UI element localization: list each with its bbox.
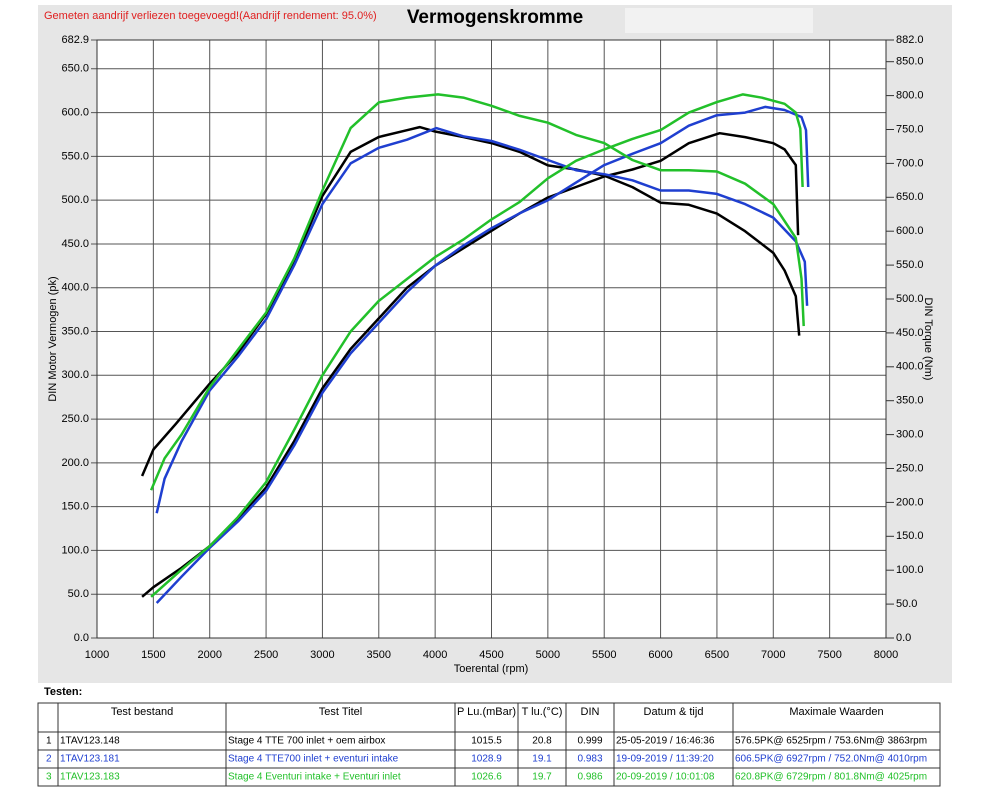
- table-cell: 576.5PK@ 6525rpm / 753.6Nm@ 3863rpm: [735, 736, 927, 747]
- y-axis-label: DIN Motor Vermogen (pk): [47, 276, 59, 401]
- y-tick-label: 450.0: [61, 238, 89, 250]
- y2-tick-label: 550.0: [896, 259, 924, 271]
- y-tick-label: 500.0: [61, 194, 89, 206]
- y2-tick-label: 400.0: [896, 361, 924, 373]
- table-cell: 19.7: [532, 772, 552, 783]
- table-title: Testen:: [44, 686, 82, 698]
- table-cell: 1: [46, 736, 52, 747]
- y2-tick-label: 450.0: [896, 327, 924, 339]
- table-cell: Stage 4 Eventuri intake + Eventuri inlet: [228, 772, 401, 783]
- y2-tick-label: 300.0: [896, 429, 924, 441]
- y2-tick-label: 350.0: [896, 395, 924, 407]
- table-cell: 606.5PK@ 6927rpm / 752.0Nm@ 4010rpm: [735, 754, 927, 765]
- chart-title: Vermogenskromme: [407, 7, 583, 28]
- table-cell: 1026.6: [471, 772, 502, 783]
- y2-tick-label: 100.0: [896, 564, 924, 576]
- table-cell: 2: [46, 754, 52, 765]
- x-tick-label: 1500: [141, 649, 165, 661]
- table-cell: 19.1: [532, 754, 552, 765]
- y-tick-label: 200.0: [61, 457, 89, 469]
- y2-tick-label: 500.0: [896, 293, 924, 305]
- curve: [140, 125, 801, 477]
- y2-tick-label: 200.0: [896, 496, 924, 508]
- curve: [155, 105, 810, 604]
- y-tick-label: 650.0: [61, 63, 89, 75]
- x-tick-label: 6500: [705, 649, 729, 661]
- table-header: Datum & tijd: [644, 706, 704, 718]
- x-tick-label: 8000: [874, 649, 898, 661]
- table-cell: 20.8: [532, 736, 552, 747]
- table-cell: Stage 4 TTE700 inlet + eventuri intake: [228, 754, 399, 765]
- plot: 1000 1500 2000 2500 3000 3500 4000 4500 5000 5500…: [61, 34, 923, 661]
- x-tick-label: 5500: [592, 649, 616, 661]
- x-tick-label: 4000: [423, 649, 447, 661]
- table-cell: 20-09-2019 / 10:01:08: [616, 772, 715, 783]
- table-cell: 620.8PK@ 6729rpm / 801.8Nm@ 4025rpm: [735, 772, 927, 783]
- x-tick-label: 6000: [648, 649, 672, 661]
- table-cell: 19-09-2019 / 11:39:20: [616, 754, 714, 765]
- table-cell: 0.986: [577, 772, 602, 783]
- x-tick-label: 2500: [254, 649, 278, 661]
- x-tick-label: 4500: [479, 649, 503, 661]
- y-tick-label: 250.0: [61, 413, 89, 425]
- x-tick-label: 7500: [817, 649, 841, 661]
- plot-border: [96, 39, 887, 639]
- table-header: Test bestand: [111, 706, 173, 718]
- y2-tick-label: 150.0: [896, 530, 924, 542]
- x-tick-label: 7000: [761, 649, 785, 661]
- y-tick-label: 150.0: [61, 501, 89, 513]
- x-axis-label: Toerental (rpm): [454, 663, 529, 675]
- table-header: P Lu.(mBar): [457, 706, 516, 718]
- annotation: Gemeten aandrijf verliezen toegevoegd!(A…: [44, 10, 377, 22]
- y2-tick-label: 650.0: [896, 191, 924, 203]
- table-cell: 1028.9: [471, 754, 502, 765]
- y2-tick-label: 700.0: [896, 157, 924, 169]
- y-tick-label: 300.0: [61, 369, 89, 381]
- y2-tick-label: 0.0: [896, 632, 911, 644]
- table-frame: [37, 702, 941, 787]
- table-cell: Stage 4 TTE 700 inlet + oem airbox: [228, 736, 385, 747]
- curve: [141, 131, 800, 598]
- table-cell: 1015.5: [471, 736, 502, 747]
- table-cell: 1TAV123.148: [60, 736, 120, 747]
- y2-tick-label: 50.0: [896, 598, 917, 610]
- y-tick-label: 400.0: [61, 282, 89, 294]
- table-cell: 1TAV123.183: [60, 772, 120, 783]
- table-header: T lu.(°C): [522, 706, 563, 718]
- y-tick-label: 50.0: [68, 588, 89, 600]
- table-header: Test Titel: [319, 706, 362, 718]
- x-tick-label: 2000: [197, 649, 221, 661]
- table: Test bestand Test Titel P Lu.(mBar) T lu.(°…: [37, 702, 941, 787]
- y2-tick-label: 800.0: [896, 90, 924, 102]
- x-tick-label: 1000: [85, 649, 109, 661]
- y-tick-label: 682.9: [61, 34, 89, 46]
- x-tick-label: 3000: [310, 649, 334, 661]
- curve: [150, 93, 804, 598]
- y-tick-label: 0.0: [74, 632, 89, 644]
- y2-tick-label: 250.0: [896, 462, 924, 474]
- y-tick-label: 100.0: [61, 544, 89, 556]
- y2-axis-label: DIN Torque (Nm): [922, 298, 934, 381]
- y2-tick-label: 600.0: [896, 225, 924, 237]
- x-tick-label: 3500: [367, 649, 391, 661]
- table-cell: 3: [46, 772, 52, 783]
- blank-field: [625, 8, 813, 33]
- table-header: Maximale Waarden: [789, 706, 883, 718]
- curve: [155, 126, 809, 514]
- y2-tick-label: 882.0: [896, 34, 924, 46]
- y-tick-label: 550.0: [61, 150, 89, 162]
- table-cell: 0.983: [577, 754, 602, 765]
- x-tick-label: 5000: [536, 649, 560, 661]
- y2-tick-label: 750.0: [896, 123, 924, 135]
- y2-tick-label: 850.0: [896, 56, 924, 68]
- y-tick-label: 600.0: [61, 106, 89, 118]
- table-cell: 25-05-2019 / 16:46:36: [616, 736, 715, 747]
- table-cell: 1TAV123.181: [60, 754, 120, 765]
- y-tick-label: 350.0: [61, 325, 89, 337]
- curve: [149, 93, 805, 491]
- table-header: DIN: [581, 706, 600, 718]
- table-cell: 0.999: [577, 736, 602, 747]
